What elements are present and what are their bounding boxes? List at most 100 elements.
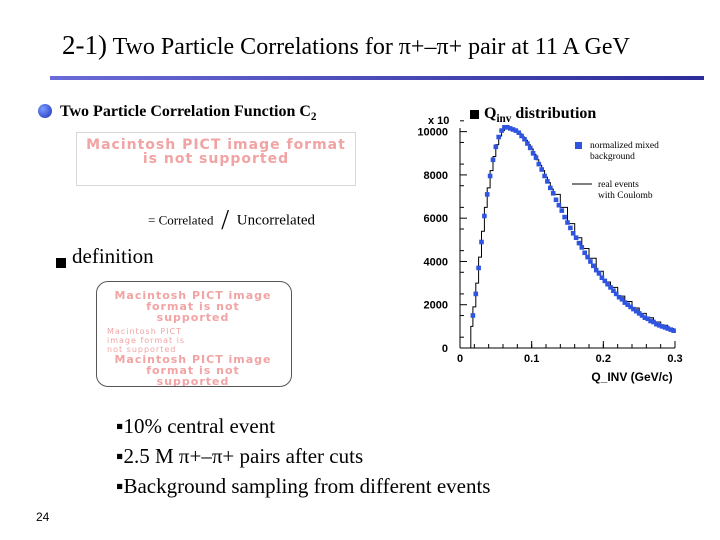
x-tick-label: 0.2 xyxy=(596,353,611,365)
pict-placeholder-text: Macintosh PICT image format is not suppo… xyxy=(86,137,346,167)
data-point-mixed-background xyxy=(642,315,648,320)
data-point-mixed-background xyxy=(522,136,527,142)
bullet-item: ▪Background sampling from different even… xyxy=(116,474,491,498)
data-point-mixed-background xyxy=(484,192,490,197)
definition-pict-box: Macintosh PICT image format is not suppo… xyxy=(96,281,292,387)
data-point-mixed-background xyxy=(628,304,633,310)
data-point-mixed-background xyxy=(613,291,619,297)
correlation-function-heading-sub: 2 xyxy=(310,111,317,124)
data-point-mixed-background xyxy=(490,157,496,163)
qinv-chart: 0 2000 4000 6000 8000 10000 0 0.1 0.2 0.3 x 10 Q_I… xyxy=(417,115,683,384)
data-point-mixed-background xyxy=(548,185,553,191)
qinv-heading-main: Q xyxy=(484,105,497,122)
data-point-mixed-background xyxy=(479,239,484,245)
data-point-mixed-background xyxy=(530,151,536,156)
data-point-mixed-background xyxy=(591,263,596,269)
data-point-mixed-background xyxy=(505,125,510,130)
slide-title-text: Two Particle Correlations for π+–π+ pair… xyxy=(112,34,630,60)
data-point-mixed-background xyxy=(579,245,585,250)
data-point-mixed-background xyxy=(476,265,481,271)
qinv-heading-sub: inv xyxy=(496,113,512,126)
data-point-mixed-background xyxy=(602,278,608,284)
data-point-mixed-background xyxy=(651,319,656,325)
data-point-mixed-background xyxy=(473,291,479,297)
legend-label-mixed: normalized mixed background xyxy=(590,141,659,162)
data-point-mixed-background xyxy=(636,311,642,316)
qinv-bullet-icon xyxy=(470,110,479,119)
data-point-mixed-background xyxy=(616,294,622,300)
chart-points-group xyxy=(470,125,676,333)
data-point-mixed-background xyxy=(516,130,522,135)
data-point-mixed-background xyxy=(608,285,613,290)
correlation-function-heading: Two Particle Correlation Function C2 xyxy=(60,103,317,123)
data-point-mixed-background xyxy=(539,167,544,172)
data-point-mixed-background xyxy=(533,155,539,160)
chart-ticks: 0 2000 4000 6000 8000 10000 0 0.1 0.2 0.3 xyxy=(417,120,683,365)
data-point-mixed-background xyxy=(619,297,625,302)
y-scale-label: x 10 xyxy=(428,115,449,127)
qinv-heading-rest: distribution xyxy=(511,105,597,122)
data-point-mixed-background xyxy=(573,235,579,240)
data-point-mixed-background xyxy=(562,214,567,220)
title-underline xyxy=(50,76,704,80)
slide-title-number: 2-1) xyxy=(62,30,107,60)
data-point-mixed-background xyxy=(599,275,605,280)
data-point-mixed-background xyxy=(585,254,590,260)
data-point-mixed-background xyxy=(656,323,662,328)
pict-placeholder-small-text: Macintosh PICT image format is not suppo… xyxy=(107,327,186,354)
y-tick-label: 2000 xyxy=(424,300,448,312)
data-point-mixed-background xyxy=(659,324,665,329)
x-tick-label: 0 xyxy=(457,353,463,365)
qinv-heading: Qinv distribution xyxy=(484,105,596,125)
pict-placeholder-formula: Macintosh PICT image format is not suppo… xyxy=(76,132,356,186)
data-point-mixed-background xyxy=(487,173,493,179)
definition-bullet-icon xyxy=(56,258,66,268)
data-point-mixed-background xyxy=(605,281,610,287)
y-tick-label: 0 xyxy=(442,343,448,355)
data-point-mixed-background xyxy=(622,300,628,305)
data-point-mixed-background xyxy=(525,141,530,146)
data-point-mixed-background xyxy=(634,308,639,314)
data-point-mixed-background xyxy=(588,259,593,264)
data-point-mixed-background xyxy=(570,231,576,236)
data-point-mixed-background xyxy=(536,161,542,167)
bullet-icon xyxy=(38,104,52,118)
legend-label-real: real events with Coulomb xyxy=(598,180,653,201)
slide-title: 2-1) Two Particle Correlations for π+–π+… xyxy=(62,30,630,61)
data-point-mixed-background xyxy=(611,288,616,293)
data-point-mixed-background xyxy=(576,240,582,246)
correlation-function-heading-main: Two Particle Correlation Function C xyxy=(60,103,311,120)
y-tick-label: 10000 xyxy=(417,127,448,139)
chart-legend: normalized mixed background real events wit… xyxy=(572,141,659,201)
data-point-mixed-background xyxy=(496,134,501,140)
data-point-mixed-background xyxy=(671,328,676,333)
data-point-mixed-background xyxy=(550,191,556,196)
x-tick-label: 0.1 xyxy=(524,353,539,365)
data-point-mixed-background xyxy=(545,179,550,184)
equation-slash: / xyxy=(221,205,229,236)
data-point-mixed-background xyxy=(665,326,671,331)
data-point-mixed-background xyxy=(470,313,476,318)
data-point-mixed-background xyxy=(596,271,602,276)
pict-placeholder-text: Macintosh PICT image format is not suppo… xyxy=(114,353,272,387)
chart-labels: x 10 Q_INV (GeV/c) xyxy=(428,115,673,384)
y-tick-label: 8000 xyxy=(424,170,448,182)
data-point-mixed-background xyxy=(553,197,559,203)
data-point-mixed-background xyxy=(639,313,645,318)
equation-suffix: Uncorrelated xyxy=(236,212,316,229)
legend-marker-mixed xyxy=(575,142,582,149)
definition-heading: definition xyxy=(72,244,154,268)
equation-line: = Correlated / Uncorrelated xyxy=(148,205,315,237)
data-point-mixed-background xyxy=(556,202,562,208)
data-point-mixed-background xyxy=(631,306,636,312)
data-point-mixed-background xyxy=(559,208,565,213)
data-point-mixed-background xyxy=(593,267,599,273)
data-point-mixed-background xyxy=(565,220,570,225)
bullet-item: ▪2.5 M π+–π+ pairs after cuts xyxy=(116,444,364,468)
data-point-mixed-background xyxy=(568,225,573,231)
data-point-mixed-background xyxy=(513,128,519,133)
data-point-mixed-background xyxy=(668,327,673,332)
data-point-mixed-background xyxy=(542,173,547,179)
data-point-mixed-background xyxy=(527,145,533,151)
x-tick-label: 0.3 xyxy=(667,353,682,365)
